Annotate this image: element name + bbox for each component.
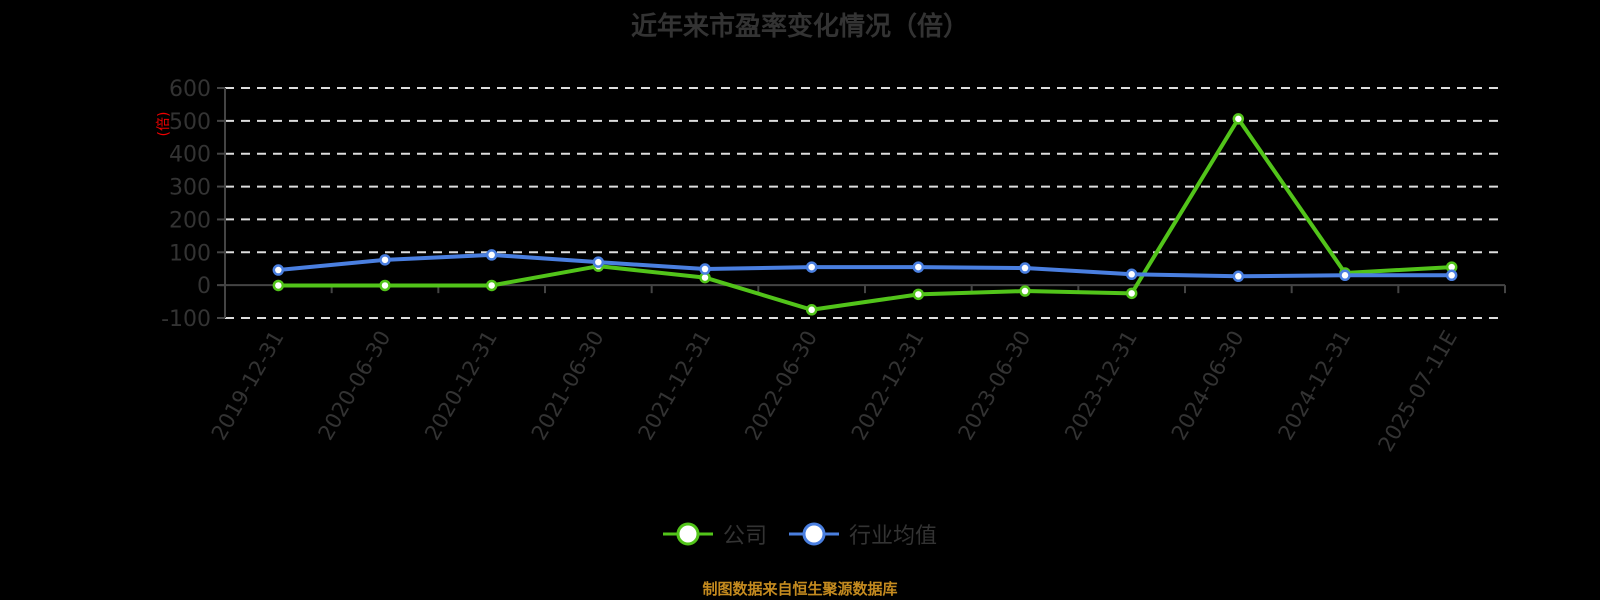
data-point[interactable]: [379, 279, 391, 292]
legend-label-company: 公司: [722, 524, 767, 549]
legend-company-marker-icon: [662, 522, 713, 546]
x-tick-label: 2020-06-30: [314, 327, 396, 445]
x-tick-label: 2023-06-30: [954, 327, 1036, 445]
legend: 公司 行业均值: [0, 518, 1600, 550]
data-point[interactable]: [272, 264, 285, 276]
y-tick-label: 400: [169, 143, 211, 168]
data-point[interactable]: [805, 261, 818, 273]
y-tick-label: 0: [197, 274, 211, 299]
x-tick-label: 2022-06-30: [740, 327, 822, 445]
data-point[interactable]: [485, 279, 498, 292]
line-chart: 600 500 400 300 200 100 0 -100 (倍) 2019-12-31 2020…: [156, 77, 1506, 456]
legend-industry-marker-icon: [789, 522, 839, 546]
data-point[interactable]: [1125, 287, 1138, 300]
data-point[interactable]: [485, 249, 498, 261]
x-tick-label: 2024-06-30: [1167, 327, 1249, 445]
data-point[interactable]: [1019, 285, 1031, 297]
data-point[interactable]: [592, 256, 605, 268]
series-line: [278, 116, 1452, 312]
series-line: [278, 252, 1452, 279]
x-tick-label: 2024-12-31: [1274, 327, 1356, 445]
y-tick-label: 600: [169, 77, 211, 102]
data-point[interactable]: [272, 279, 285, 292]
data-point[interactable]: [805, 304, 818, 316]
data-point[interactable]: [379, 254, 391, 266]
x-tick-label: 2023-12-31: [1060, 327, 1142, 445]
data-point[interactable]: [1125, 268, 1138, 281]
data-point[interactable]: [1232, 113, 1245, 125]
data-point[interactable]: [912, 261, 925, 273]
y-tick-label: 500: [169, 110, 211, 135]
x-tick-label: 2020-12-31: [420, 326, 502, 444]
legend-label-industry-avg: 行业均值: [849, 524, 938, 549]
y-tick-label: -100: [161, 307, 211, 332]
data-point[interactable]: [912, 288, 925, 301]
legend-item-industry-avg[interactable]: 行业均值: [789, 518, 937, 550]
data-point[interactable]: [699, 263, 711, 275]
x-tick-label: 2021-12-31: [634, 327, 716, 445]
x-tick-label: 2025-07-11E: [1374, 327, 1462, 456]
data-point[interactable]: [1019, 262, 1031, 274]
x-tick-label: 2021-06-30: [527, 327, 609, 445]
data-source-note: 制图数据来自恒生聚源数据库: [702, 580, 898, 598]
data-point[interactable]: [1445, 269, 1458, 282]
chart-title: 近年来市盈率变化情况（倍）: [630, 12, 969, 42]
x-tick-label: 2022-12-31: [847, 326, 929, 444]
y-tick-label: 100: [169, 241, 211, 266]
data-point[interactable]: [1339, 269, 1351, 282]
y-tick-label: 200: [169, 208, 211, 233]
y-axis-name: (倍): [156, 112, 172, 137]
data-point[interactable]: [1232, 270, 1245, 283]
legend-item-company[interactable]: 公司: [662, 518, 767, 550]
y-tick-label: 300: [169, 176, 211, 201]
x-tick-label: 2019-12-31: [207, 327, 289, 445]
